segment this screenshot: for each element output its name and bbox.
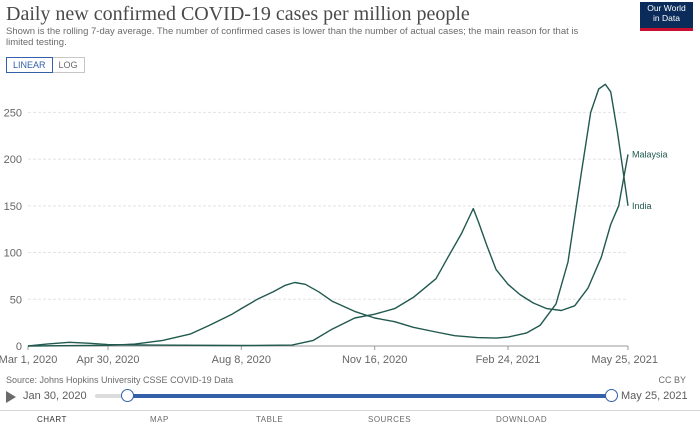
play-icon[interactable] <box>6 391 16 403</box>
y-tick-label: 200 <box>4 154 22 166</box>
logo-red-bar <box>640 28 693 31</box>
license-link[interactable]: CC BY <box>658 375 686 385</box>
x-tick-label: Apr 30, 2020 <box>77 354 140 366</box>
timeline-start-label: Jan 30, 2020 <box>23 390 87 402</box>
x-tick-label: May 25, 2021 <box>591 354 658 366</box>
x-tick-label: Feb 24, 2021 <box>476 354 541 366</box>
log-scale-button[interactable]: LOG <box>52 57 85 73</box>
timeline-end-label: May 25, 2021 <box>621 390 688 402</box>
y-tick-label: 100 <box>4 248 22 260</box>
chart-title: Daily new confirmed COVID-19 cases per m… <box>6 3 470 25</box>
tab-chart[interactable]: CHART <box>37 415 67 424</box>
tab-download[interactable]: DOWNLOAD <box>496 415 548 424</box>
x-tick-label: Mar 1, 2020 <box>0 354 57 366</box>
y-tick-label: 250 <box>4 107 22 119</box>
y-tick-label: 50 <box>10 294 22 306</box>
chart-subtitle: Shown is the rolling 7-day average. The … <box>6 26 579 48</box>
y-tick-label: 0 <box>16 341 22 353</box>
logo-line-2: in Data <box>653 12 680 23</box>
owid-logo[interactable]: Our World in Data <box>640 2 693 31</box>
tab-table[interactable]: TABLE <box>256 415 284 424</box>
y-tick-label: 150 <box>4 201 22 213</box>
x-tick-label: Aug 8, 2020 <box>212 354 271 366</box>
series-label-india: India <box>632 201 652 211</box>
timeline-start-handle[interactable] <box>121 389 134 402</box>
timeline-end-handle[interactable] <box>605 389 618 402</box>
scale-toggle: LINEAR LOG <box>6 57 85 73</box>
series-line-malaysia <box>27 154 629 347</box>
line-chart: 0 50 100 150 200 250 Mar 1, 2020 Apr 30, 2020 Au… <box>0 83 668 366</box>
tab-map[interactable]: MAP <box>150 415 169 424</box>
tab-sources[interactable]: SOURCES <box>368 415 412 424</box>
series-label-malaysia: Malaysia <box>632 149 668 159</box>
timeline-selected-range <box>127 394 611 398</box>
logo-line-1: Our World <box>647 3 686 13</box>
series-line-india <box>27 83 629 347</box>
x-tick-label: Nov 16, 2020 <box>342 354 407 366</box>
source-note: Source: Johns Hopkins University CSSE CO… <box>6 375 234 385</box>
linear-scale-button[interactable]: LINEAR <box>6 57 53 73</box>
